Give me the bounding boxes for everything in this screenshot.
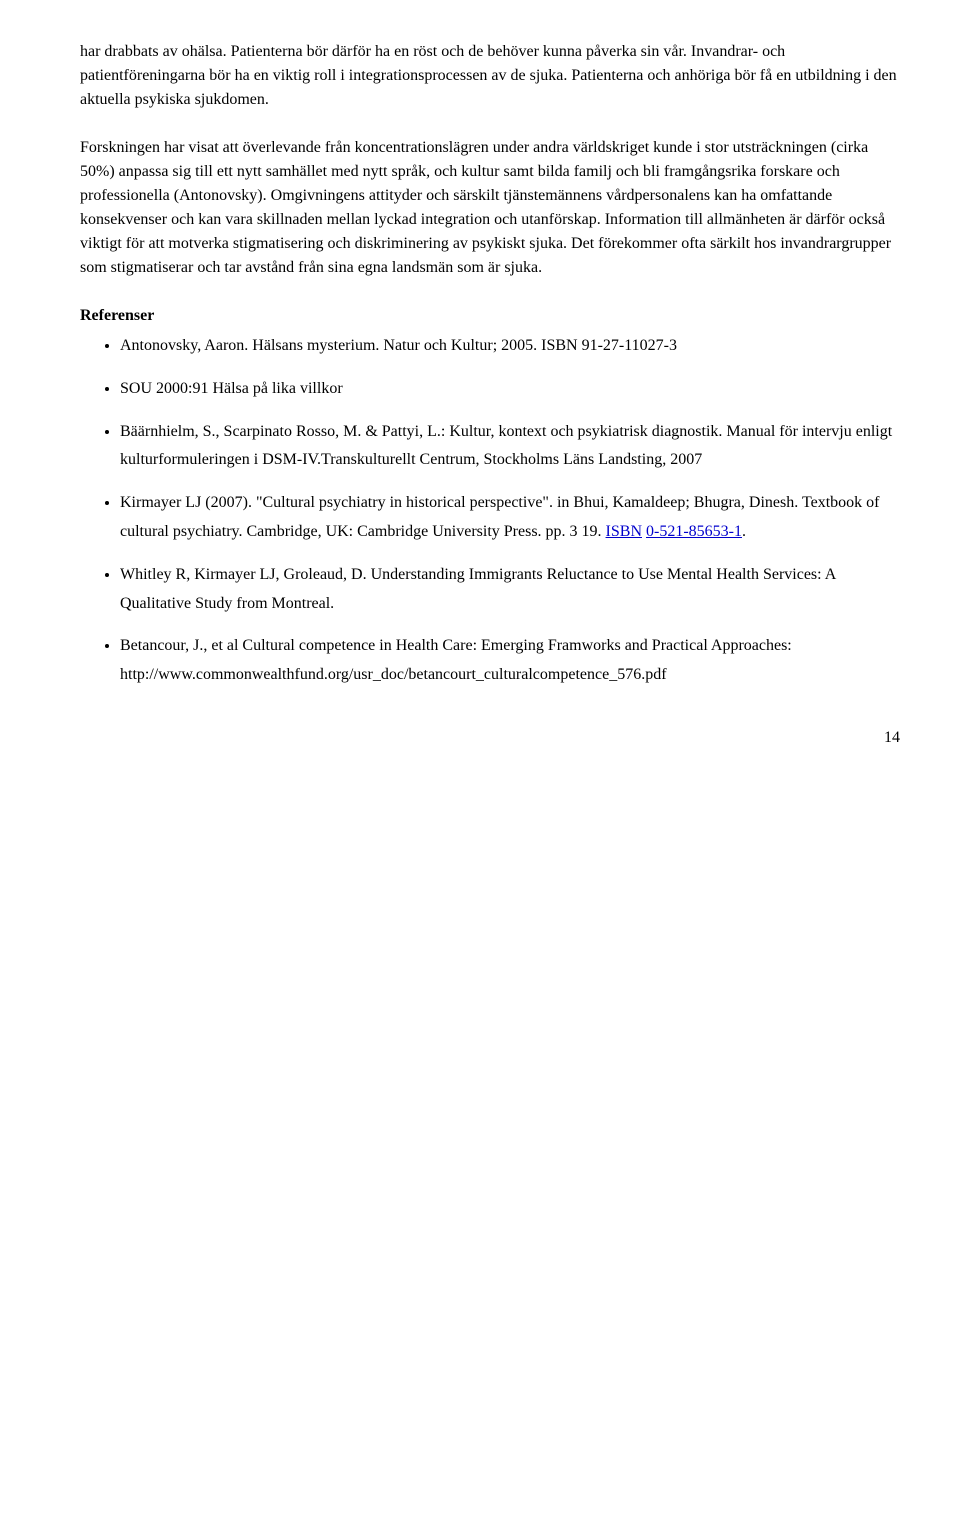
reference-item: Kirmayer LJ (2007). "Cultural psychiatry…: [120, 489, 900, 547]
body-paragraph-2: Forskningen har visat att överlevande fr…: [80, 136, 900, 280]
references-heading: Referenser: [80, 304, 900, 328]
reference-item: Bäärnhielm, S., Scarpinato Rosso, M. & P…: [120, 418, 900, 476]
reference-item: Betancour, J., et al Cultural competence…: [120, 632, 900, 690]
reference-item: Antonovsky, Aaron. Hälsans mysterium. Na…: [120, 332, 900, 361]
page-number: 14: [80, 726, 900, 750]
reference-item: SOU 2000:91 Hälsa på lika villkor: [120, 375, 900, 404]
body-paragraph-1: har drabbats av ohälsa. Patienterna bör …: [80, 40, 900, 112]
references-list: Antonovsky, Aaron. Hälsans mysterium. Na…: [80, 332, 900, 690]
reference-item: Whitley R, Kirmayer LJ, Groleaud, D. Und…: [120, 561, 900, 619]
